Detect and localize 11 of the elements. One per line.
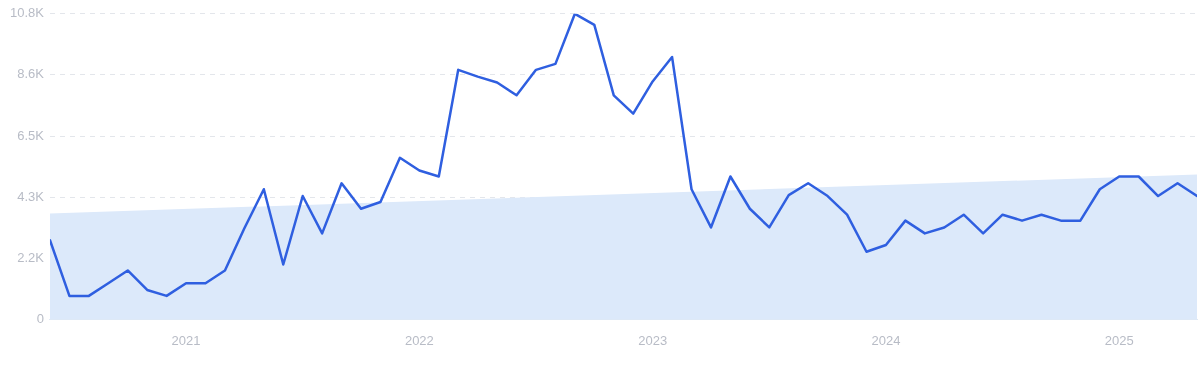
y-tick-label: 10.8K <box>9 5 45 21</box>
y-tick-label: 0 <box>36 310 44 326</box>
y-tick-label: 4.3K <box>17 188 45 204</box>
x-tick-label: 2022 <box>404 332 434 348</box>
x-tick-label: 2025 <box>1104 332 1134 348</box>
y-tick-label: 2.2K <box>17 249 45 265</box>
x-tick-label: 2021 <box>171 332 201 348</box>
y-tick-label: 6.5K <box>17 127 45 143</box>
y-tick-label: 8.6K <box>17 66 45 82</box>
x-tick-label: 2024 <box>871 332 901 348</box>
x-tick-label: 2023 <box>638 332 668 348</box>
